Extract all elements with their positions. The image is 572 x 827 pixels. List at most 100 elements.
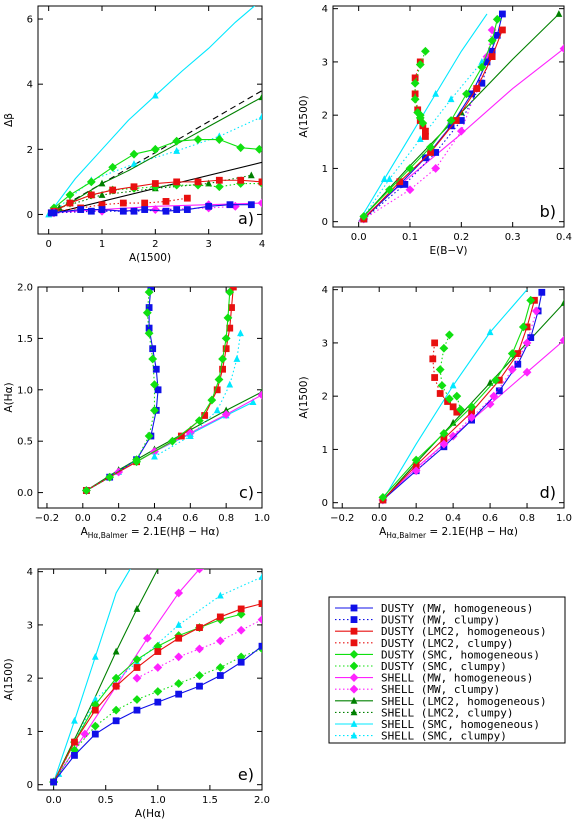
data-point xyxy=(91,652,99,660)
x-axis-label: A(1500) xyxy=(129,252,171,264)
data-point xyxy=(249,398,257,406)
data-point xyxy=(214,182,224,192)
data-point xyxy=(527,334,535,341)
data-point xyxy=(195,569,204,574)
data-point xyxy=(247,171,255,179)
data-point xyxy=(457,117,465,124)
data-point xyxy=(168,436,177,446)
data-point xyxy=(429,355,437,363)
data-point xyxy=(112,717,120,725)
data-point xyxy=(186,432,194,439)
data-point xyxy=(216,672,224,679)
data-point xyxy=(237,176,245,184)
chart-panel-1: 0 1 2 3 4 0 2 4 6 A(1500) Δβ a) xyxy=(3,5,265,264)
data-point xyxy=(145,324,153,332)
x-tick-label: 3 xyxy=(205,239,211,250)
data-point xyxy=(258,600,262,608)
series-line xyxy=(363,51,493,220)
data-point xyxy=(416,135,424,143)
data-point xyxy=(456,405,465,414)
data-point xyxy=(111,673,121,683)
data-point xyxy=(495,387,503,395)
data-point xyxy=(183,206,191,213)
data-point xyxy=(452,391,462,401)
x-tick-label: 4 xyxy=(259,239,265,250)
x-tick-label: 0.0 xyxy=(46,795,62,806)
data-point xyxy=(432,89,440,97)
data-point xyxy=(493,31,501,39)
data-point xyxy=(258,112,262,120)
data-point xyxy=(205,202,213,210)
data-point xyxy=(112,682,120,690)
data-point xyxy=(236,143,246,153)
series-line xyxy=(154,333,242,458)
data-point xyxy=(133,664,141,671)
data-point xyxy=(237,605,245,613)
legend-entry: DUSTY (MW, clumpy) xyxy=(335,614,500,627)
series-line xyxy=(382,302,564,501)
data-point xyxy=(77,206,85,213)
legend-marker xyxy=(350,720,358,727)
x-axis-label: AHα,Balmer = 2.1E(Hβ − Hα) xyxy=(81,526,220,540)
data-point xyxy=(86,177,96,187)
y-axis-label: A(1500) xyxy=(298,95,310,137)
data-point xyxy=(427,149,434,156)
data-point xyxy=(132,457,141,467)
data-point xyxy=(445,394,454,404)
legend-entry: DUSTY (SMC, clumpy) xyxy=(335,660,507,673)
data-point xyxy=(456,126,466,136)
series-line xyxy=(53,648,262,783)
data-layer xyxy=(81,287,262,495)
data-point xyxy=(133,706,141,714)
data-point xyxy=(175,621,183,628)
y-tick-label: 1 xyxy=(322,164,328,175)
legend-entry: SHELL (MW, clumpy) xyxy=(335,683,500,696)
data-point xyxy=(173,206,181,213)
data-point xyxy=(130,183,138,191)
y-tick-label: 2 xyxy=(322,392,328,403)
data-point xyxy=(258,642,262,650)
data-point xyxy=(468,90,475,98)
series-line xyxy=(363,29,503,220)
data-point xyxy=(432,149,440,156)
y-tick-label: 1.0 xyxy=(17,385,33,396)
data-point xyxy=(223,313,233,323)
data-point xyxy=(111,705,121,715)
data-point xyxy=(380,175,388,182)
data-point xyxy=(195,671,204,680)
series-line xyxy=(53,209,177,214)
data-point xyxy=(221,333,231,343)
data-point xyxy=(112,647,120,655)
data-point xyxy=(444,398,451,405)
x-tick-label: 0.8 xyxy=(519,513,535,524)
data-point xyxy=(412,461,420,469)
legend-marker xyxy=(350,696,358,704)
data-point xyxy=(499,26,506,34)
data-point xyxy=(487,36,497,46)
data-point xyxy=(449,381,457,389)
plot-frame xyxy=(37,568,263,791)
data-point xyxy=(486,328,494,336)
chart-panel-2: 0.0 0.1 0.2 0.3 0.4 0 1 2 3 4 E(B−V) A(1500) b) xyxy=(298,4,572,257)
data-point xyxy=(207,395,217,405)
data-point xyxy=(162,198,170,205)
data-point xyxy=(216,591,224,599)
legend-marker xyxy=(350,604,358,612)
x-tick-label: 0.6 xyxy=(182,513,198,524)
data-point xyxy=(154,648,162,655)
legend-label: DUSTY (MW, clumpy) xyxy=(381,614,500,627)
legend-entry: DUSTY (SMC, homogeneous) xyxy=(335,648,540,661)
data-point xyxy=(119,199,127,207)
legend-label: DUSTY (LMC2, clumpy) xyxy=(381,637,513,650)
y-tick-label: 3 xyxy=(322,338,328,349)
data-point xyxy=(422,127,429,135)
data-point xyxy=(439,429,449,438)
data-point xyxy=(447,122,455,130)
data-point xyxy=(258,93,262,101)
data-point xyxy=(411,466,421,476)
data-point xyxy=(150,144,160,154)
legend-entry: SHELL (LMC2, homogeneous) xyxy=(335,695,547,708)
data-point xyxy=(499,10,506,18)
x-tick-label: −0.2 xyxy=(35,513,59,524)
data-point xyxy=(147,287,155,291)
